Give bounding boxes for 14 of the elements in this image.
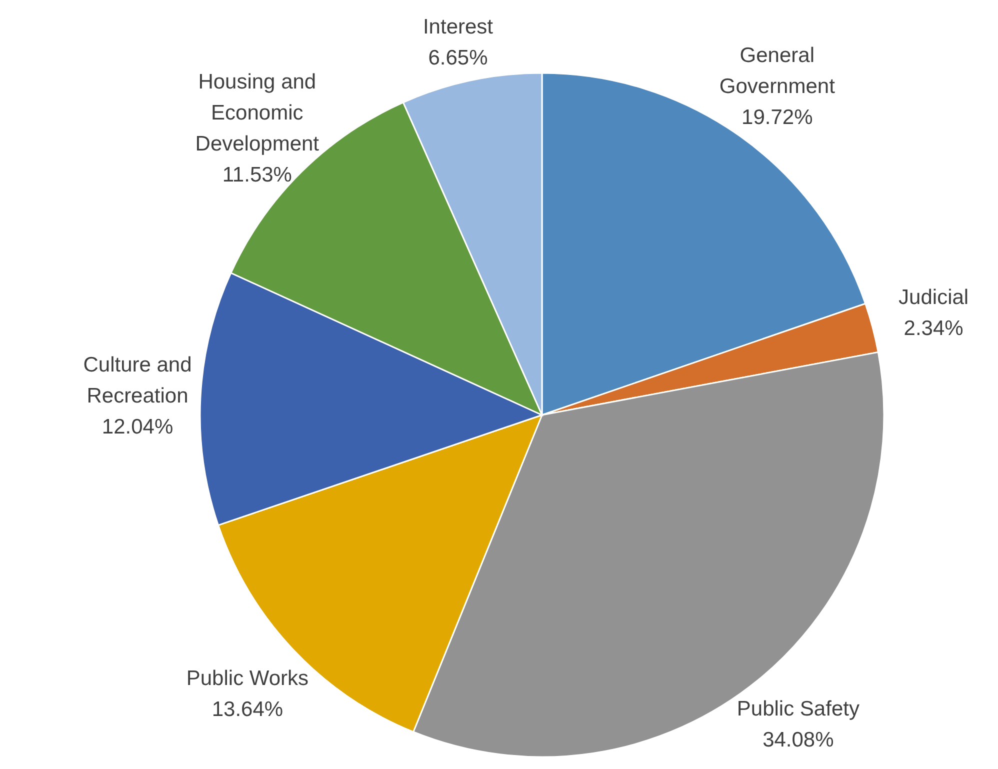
slice-label: Culture and Recreation	[83, 353, 192, 408]
data-label: 6.65%	[428, 46, 488, 70]
slice-label: Judicial	[898, 286, 969, 309]
slice-label: General Government	[719, 44, 836, 98]
slice-label: Interest	[422, 15, 494, 38]
slice-label: Public Works	[186, 667, 309, 690]
data-label: 11.53%	[222, 163, 292, 186]
data-label: 34.08%	[762, 728, 834, 752]
data-label: 2.34%	[904, 316, 964, 340]
data-label: 19.72%	[742, 106, 813, 130]
slice-label: Public Safety	[736, 697, 860, 720]
slice-label: Housing and Economic Development	[195, 70, 320, 156]
data-label: 12.04%	[102, 415, 174, 438]
data-label: 13.64%	[212, 698, 284, 722]
